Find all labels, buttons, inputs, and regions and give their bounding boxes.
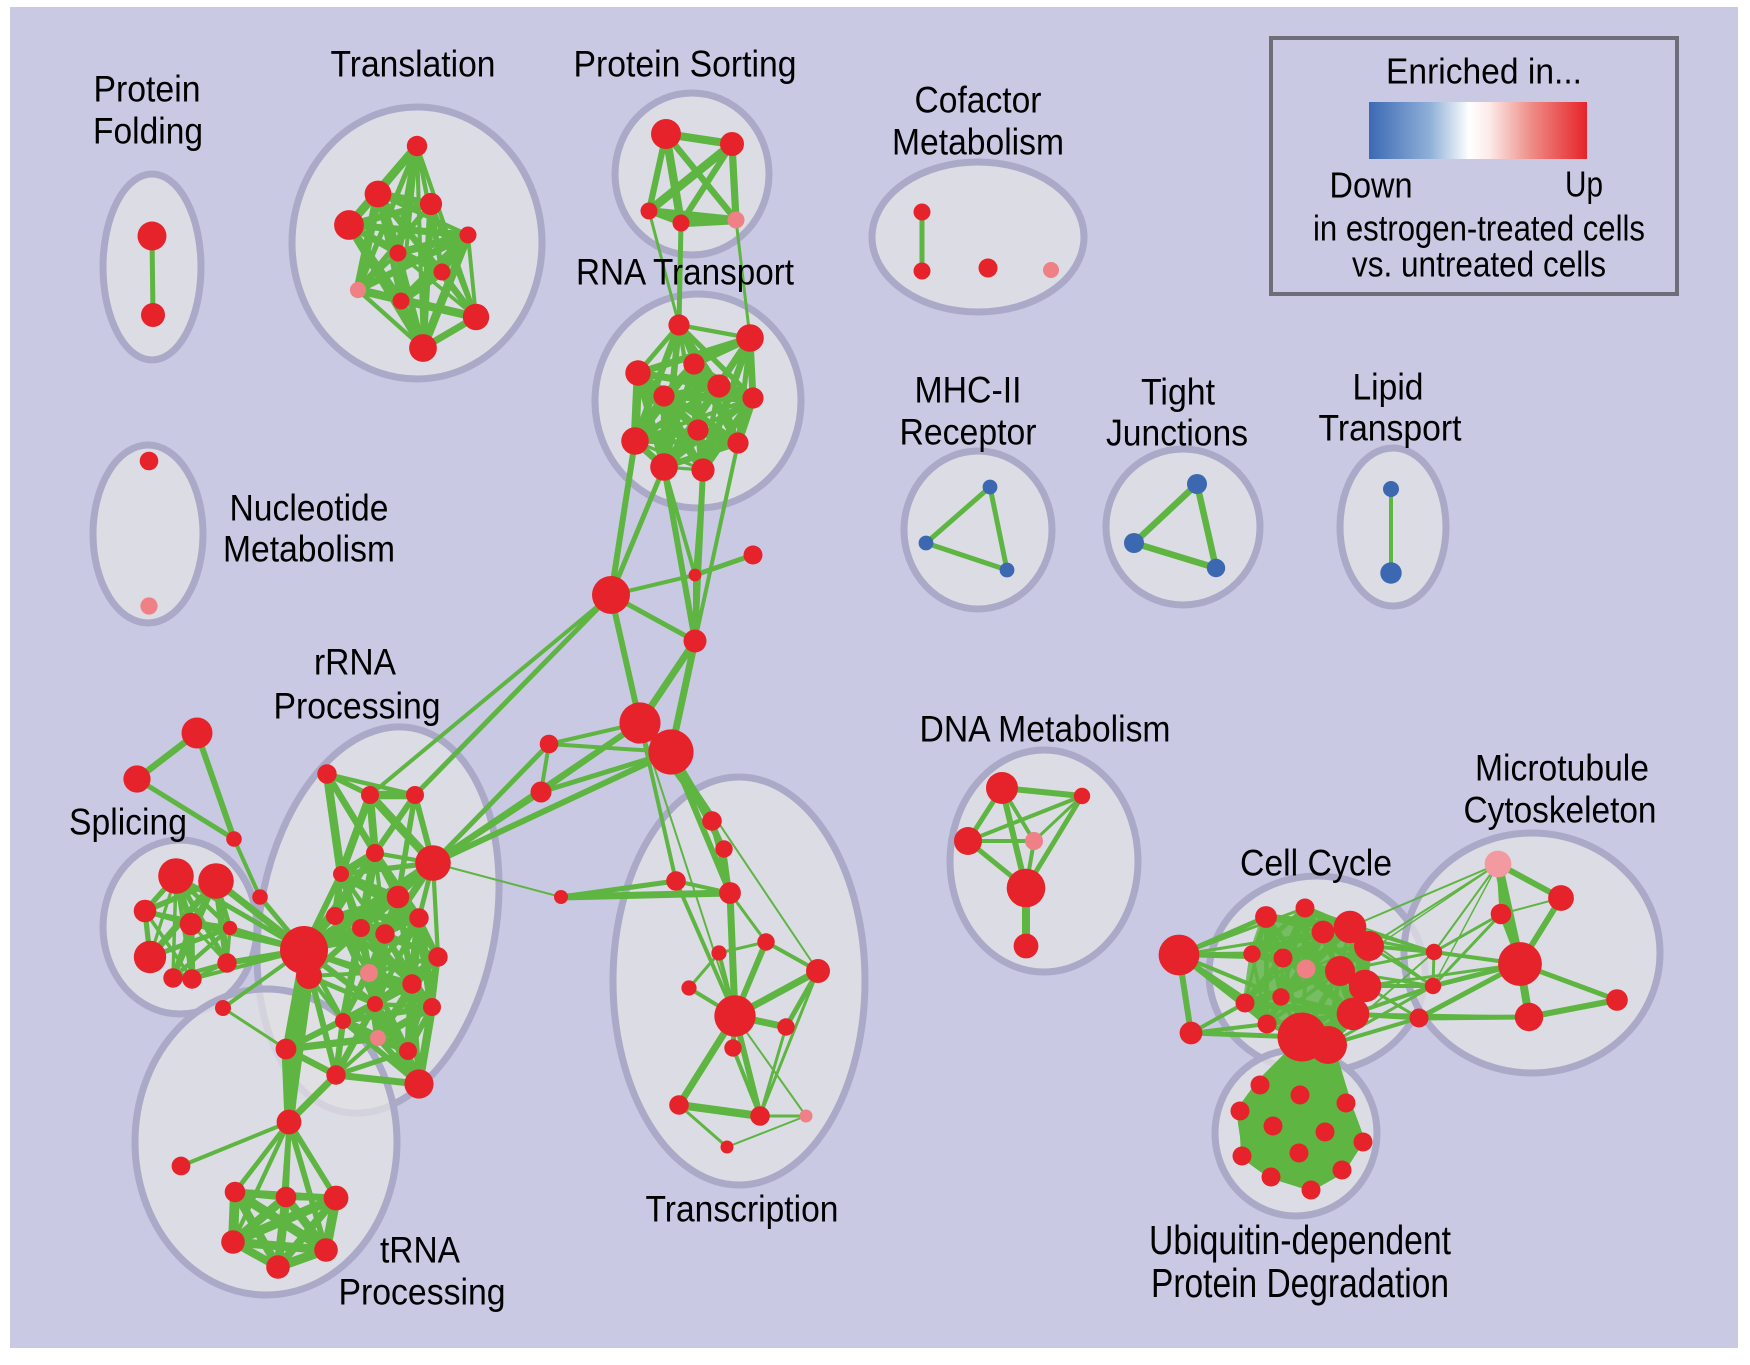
svg-text:Metabolism: Metabolism — [892, 122, 1064, 163]
svg-text:Junctions: Junctions — [1106, 413, 1248, 454]
svg-text:Processing: Processing — [339, 1272, 506, 1313]
svg-text:Cytoskeleton: Cytoskeleton — [1464, 790, 1657, 831]
svg-text:Protein Degradation: Protein Degradation — [1151, 1260, 1449, 1306]
svg-text:Protein: Protein — [94, 69, 201, 110]
svg-text:Folding: Folding — [93, 111, 203, 152]
svg-text:Receptor: Receptor — [900, 412, 1037, 453]
svg-text:Splicing: Splicing — [69, 802, 187, 843]
svg-text:Cofactor: Cofactor — [915, 80, 1042, 121]
svg-text:Processing: Processing — [274, 686, 441, 727]
svg-text:Cell Cycle: Cell Cycle — [1240, 843, 1392, 884]
svg-text:Microtubule: Microtubule — [1475, 748, 1649, 789]
svg-text:in estrogen-treated cells: in estrogen-treated cells — [1313, 208, 1645, 249]
svg-text:Transport: Transport — [1319, 408, 1463, 449]
svg-text:Lipid: Lipid — [1353, 367, 1424, 408]
svg-text:RNA Transport: RNA Transport — [576, 252, 795, 293]
svg-text:DNA Metabolism: DNA Metabolism — [920, 709, 1171, 750]
svg-text:Translation: Translation — [331, 44, 496, 85]
svg-text:Up: Up — [1565, 164, 1603, 205]
svg-text:Metabolism: Metabolism — [223, 529, 395, 570]
svg-text:Ubiquitin-dependent: Ubiquitin-dependent — [1149, 1217, 1451, 1263]
svg-text:Enriched in...: Enriched in... — [1386, 51, 1582, 92]
svg-text:Transcription: Transcription — [646, 1189, 839, 1230]
svg-text:vs. untreated cells: vs. untreated cells — [1352, 244, 1606, 285]
svg-text:tRNA: tRNA — [380, 1230, 460, 1271]
svg-text:Protein Sorting: Protein Sorting — [574, 44, 797, 85]
svg-text:Nucleotide: Nucleotide — [230, 488, 389, 529]
svg-text:Down: Down — [1330, 165, 1413, 206]
svg-text:Tight: Tight — [1141, 372, 1216, 413]
svg-text:MHC-II: MHC-II — [915, 370, 1022, 411]
svg-text:rRNA: rRNA — [314, 642, 396, 683]
